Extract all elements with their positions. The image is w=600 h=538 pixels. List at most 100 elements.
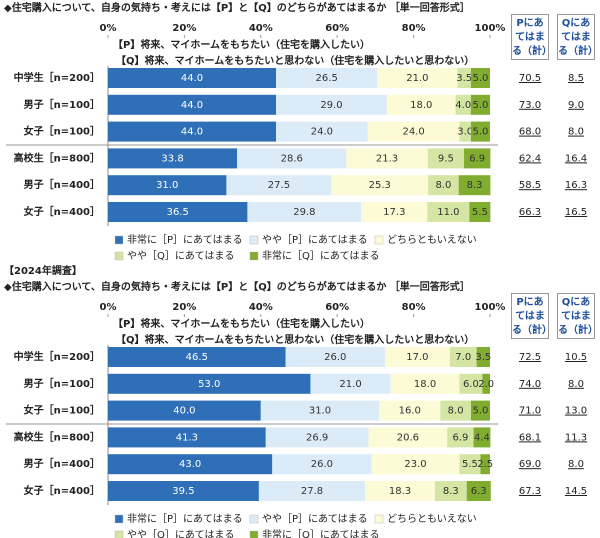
- legend-swatch: [374, 235, 384, 245]
- data-label: 4.0: [455, 100, 471, 111]
- summary-value: 13.0: [565, 406, 587, 417]
- summary-value: 71.0: [519, 406, 541, 417]
- subtitle: 【Q】将来、マイホームをもちたいと思わない（住宅を購入したいと思わない）: [116, 54, 474, 67]
- bar-segment: [285, 347, 385, 367]
- bar-segment: [260, 400, 380, 421]
- bar-segment: [457, 68, 471, 88]
- legend-swatch: [114, 251, 124, 261]
- bar-segment: [480, 454, 490, 475]
- y-tick-label: 男子［n=400］: [24, 457, 100, 470]
- bar-segment: [464, 148, 491, 169]
- summary-value: 73.0: [519, 100, 541, 111]
- legend-swatch: [374, 514, 384, 524]
- bar-segment: [390, 373, 460, 394]
- legend-swatch: [114, 514, 124, 524]
- legend-label: どちらともいえない: [387, 513, 477, 525]
- data-label: 26.0: [324, 352, 346, 363]
- legend-swatch: [249, 514, 259, 524]
- data-label: 18.0: [410, 100, 432, 111]
- data-label: 43.0: [179, 459, 201, 470]
- data-label: 7.0: [455, 352, 471, 363]
- data-label: 16.0: [399, 406, 421, 417]
- summary-value: 72.5: [519, 352, 541, 363]
- legend-label: やや［Q］にあてはまる: [127, 529, 234, 538]
- data-label: 18.0: [414, 379, 436, 390]
- bar-segment: [108, 373, 311, 394]
- bar-segment: [108, 94, 277, 115]
- data-label: 11.0: [437, 207, 459, 218]
- data-label: 6.3: [471, 486, 487, 497]
- legend-label: やや［P］にあてはまる: [262, 513, 368, 525]
- bar-segment: [365, 481, 435, 501]
- x-tick-label: 100%: [475, 23, 506, 34]
- summary-value: 9.0: [568, 100, 584, 111]
- summary-value: 16.3: [565, 180, 587, 191]
- bar-segment: [108, 427, 266, 448]
- summary-value: 8.0: [568, 127, 584, 138]
- bar-segment: [428, 175, 459, 196]
- bar-segment: [108, 68, 277, 88]
- data-label: 8.0: [435, 180, 451, 191]
- bar-segment: [108, 400, 261, 421]
- bar-segment: [386, 94, 456, 115]
- data-label: 39.5: [172, 486, 194, 497]
- y-tick-label: 女子［n=100］: [24, 125, 100, 138]
- summary-value: 16.4: [565, 153, 587, 164]
- bar-segment: [310, 373, 391, 394]
- data-label: 8.0: [448, 406, 464, 417]
- bar-segment: [449, 347, 477, 367]
- data-label: 6.9: [469, 153, 485, 164]
- data-label: 33.8: [161, 153, 183, 164]
- x-tick-label: 0%: [100, 23, 117, 34]
- legend-swatch: [249, 251, 259, 261]
- summary-header: Pにあてはまる（計）: [511, 14, 552, 60]
- y-tick-label: 女子［n=100］: [24, 404, 100, 417]
- bar-segment: [470, 121, 490, 142]
- data-label: 31.0: [309, 406, 331, 417]
- summary-value: 67.3: [519, 486, 541, 497]
- bar-segment: [466, 481, 491, 501]
- x-tick-label: 40%: [249, 23, 273, 34]
- summary-value: 8.0: [568, 379, 584, 390]
- legend-label: 非常に［Q］にあてはまる: [262, 249, 379, 262]
- x-tick-label: 60%: [325, 302, 349, 313]
- data-label: 3.0: [457, 127, 473, 138]
- bar-segment: [368, 427, 448, 448]
- data-label: 53.0: [198, 379, 220, 390]
- bar-segment: [331, 175, 429, 196]
- data-label: 5.0: [472, 100, 488, 111]
- summary-value: 66.3: [519, 207, 541, 218]
- chart-title: ◆住宅購入について、自身の気持ち・考えには【P】と【Q】のどちらがあてはまるか …: [4, 1, 470, 14]
- x-tick-label: 100%: [475, 302, 506, 313]
- data-label: 41.3: [176, 432, 198, 443]
- summary-header: Pにあてはまる（計）: [511, 293, 552, 339]
- data-label: 40.0: [173, 406, 195, 417]
- bar-segment: [108, 454, 273, 475]
- summary-value: 11.3: [565, 432, 587, 443]
- legend-swatch: [249, 530, 259, 538]
- bar-segment: [377, 68, 458, 88]
- legend-swatch: [114, 235, 124, 245]
- bar-segment: [459, 373, 483, 394]
- summary-header: Qにあてはまる（計）: [557, 293, 598, 339]
- data-label: 26.5: [316, 73, 338, 84]
- data-label: 3.5: [475, 352, 491, 363]
- summary-value: 62.4: [519, 153, 541, 164]
- data-label: 23.0: [404, 459, 426, 470]
- bar-segment: [470, 400, 490, 421]
- bar-segment: [455, 94, 471, 115]
- data-label: 25.3: [369, 180, 391, 191]
- data-label: 2.5: [477, 459, 493, 470]
- data-label: 5.0: [472, 73, 488, 84]
- summary-value: 74.0: [519, 379, 541, 390]
- data-label: 36.5: [167, 207, 189, 218]
- bar-segment: [440, 400, 471, 421]
- bar-segment: [265, 427, 369, 448]
- legend-label: 非常に［P］にあてはまる: [127, 512, 243, 525]
- data-label: 17.0: [406, 352, 428, 363]
- bar-segment: [434, 481, 467, 501]
- data-label: 2.0: [478, 379, 494, 390]
- bar-segment: [108, 347, 286, 367]
